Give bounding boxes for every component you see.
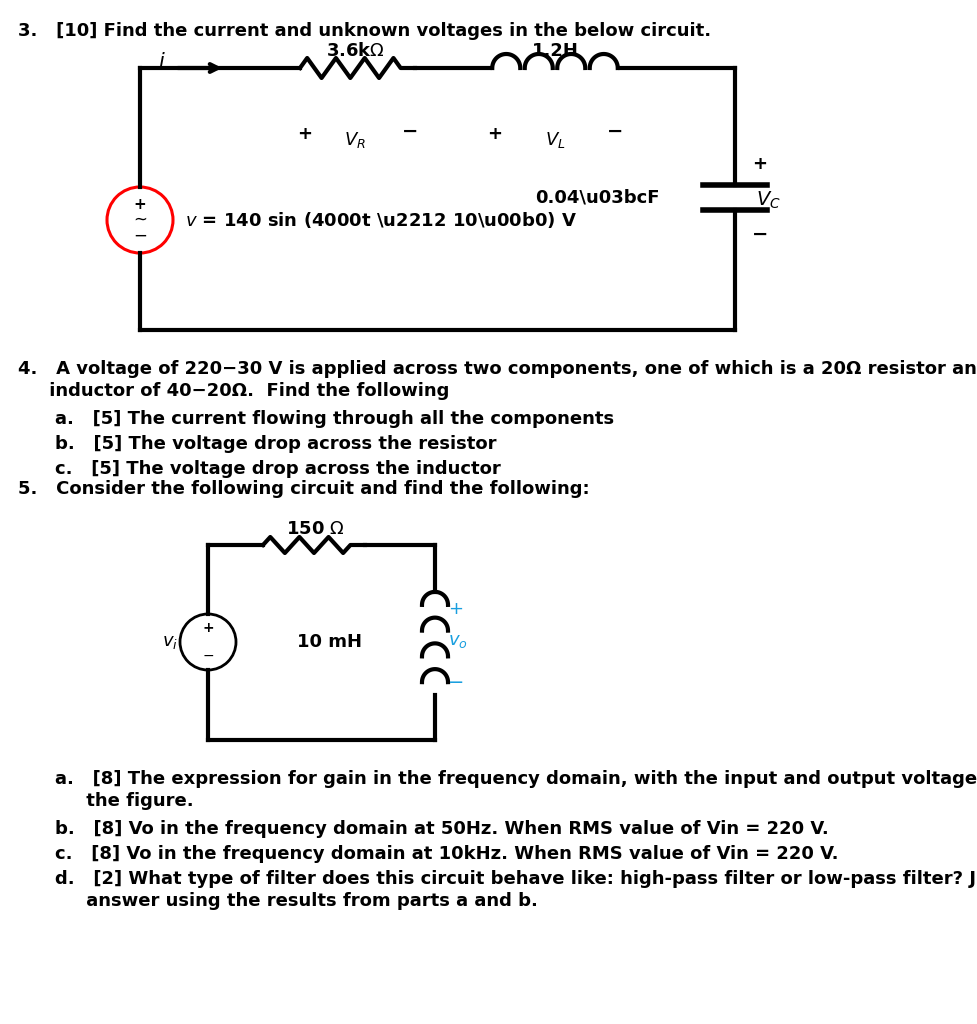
Text: +: + [134, 197, 147, 212]
Text: +: + [447, 600, 462, 618]
Text: $V_R$: $V_R$ [344, 130, 365, 150]
Text: 5.   Consider the following circuit and find the following:: 5. Consider the following circuit and fi… [18, 480, 589, 498]
Text: 1.2H: 1.2H [531, 42, 577, 60]
Text: $v_i$: $v_i$ [162, 633, 178, 651]
Text: −: − [402, 122, 418, 141]
Text: −: − [202, 649, 214, 663]
Text: 150 $\Omega$: 150 $\Omega$ [285, 520, 344, 538]
Text: +: + [487, 125, 502, 143]
Text: −: − [133, 227, 147, 245]
Text: $v_o$: $v_o$ [447, 632, 467, 650]
Text: b.   [5] The voltage drop across the resistor: b. [5] The voltage drop across the resis… [55, 435, 496, 453]
Text: 10 mH: 10 mH [297, 633, 361, 651]
Text: −: − [606, 122, 622, 141]
Text: c.   [5] The voltage drop across the inductor: c. [5] The voltage drop across the induc… [55, 460, 500, 478]
Text: 0.04\u03bcF: 0.04\u03bcF [535, 189, 659, 207]
Text: +: + [751, 155, 766, 173]
Text: d.   [2] What type of filter does this circuit behave like: high-pass filter or : d. [2] What type of filter does this cir… [55, 870, 977, 888]
Text: 4.   A voltage of 220−30 V is applied across two components, one of which is a 2: 4. A voltage of 220−30 V is applied acro… [18, 360, 977, 378]
Text: −: − [751, 225, 768, 244]
Text: $i$: $i$ [158, 52, 165, 72]
Text: answer using the results from parts a and b.: answer using the results from parts a an… [55, 892, 537, 910]
Text: $V_C$: $V_C$ [755, 190, 780, 211]
Text: a.   [8] The expression for gain in the frequency domain, with the input and out: a. [8] The expression for gain in the fr… [55, 770, 977, 788]
Text: 3.   [10] Find the current and unknown voltages in the below circuit.: 3. [10] Find the current and unknown vol… [18, 22, 710, 40]
Text: b.   [8] Vo in the frequency domain at 50Hz. When RMS value of Vin = 220 V.: b. [8] Vo in the frequency domain at 50H… [55, 820, 828, 838]
Text: +: + [202, 621, 214, 635]
Text: 3.6k$\Omega$: 3.6k$\Omega$ [325, 42, 384, 60]
Text: ~: ~ [133, 211, 147, 229]
Text: inductor of 40−20Ω.  Find the following: inductor of 40−20Ω. Find the following [18, 382, 448, 400]
Text: c.   [8] Vo in the frequency domain at 10kHz. When RMS value of Vin = 220 V.: c. [8] Vo in the frequency domain at 10k… [55, 845, 837, 863]
Text: a.   [5] The current flowing through all the components: a. [5] The current flowing through all t… [55, 410, 614, 428]
Text: −: − [447, 673, 464, 692]
Text: +: + [297, 125, 313, 143]
Text: the figure.: the figure. [55, 792, 193, 810]
Text: $v$ = 140 sin (4000t \u2212 10\u00b0) V: $v$ = 140 sin (4000t \u2212 10\u00b0) V [185, 210, 576, 230]
Text: $V_L$: $V_L$ [544, 130, 565, 150]
